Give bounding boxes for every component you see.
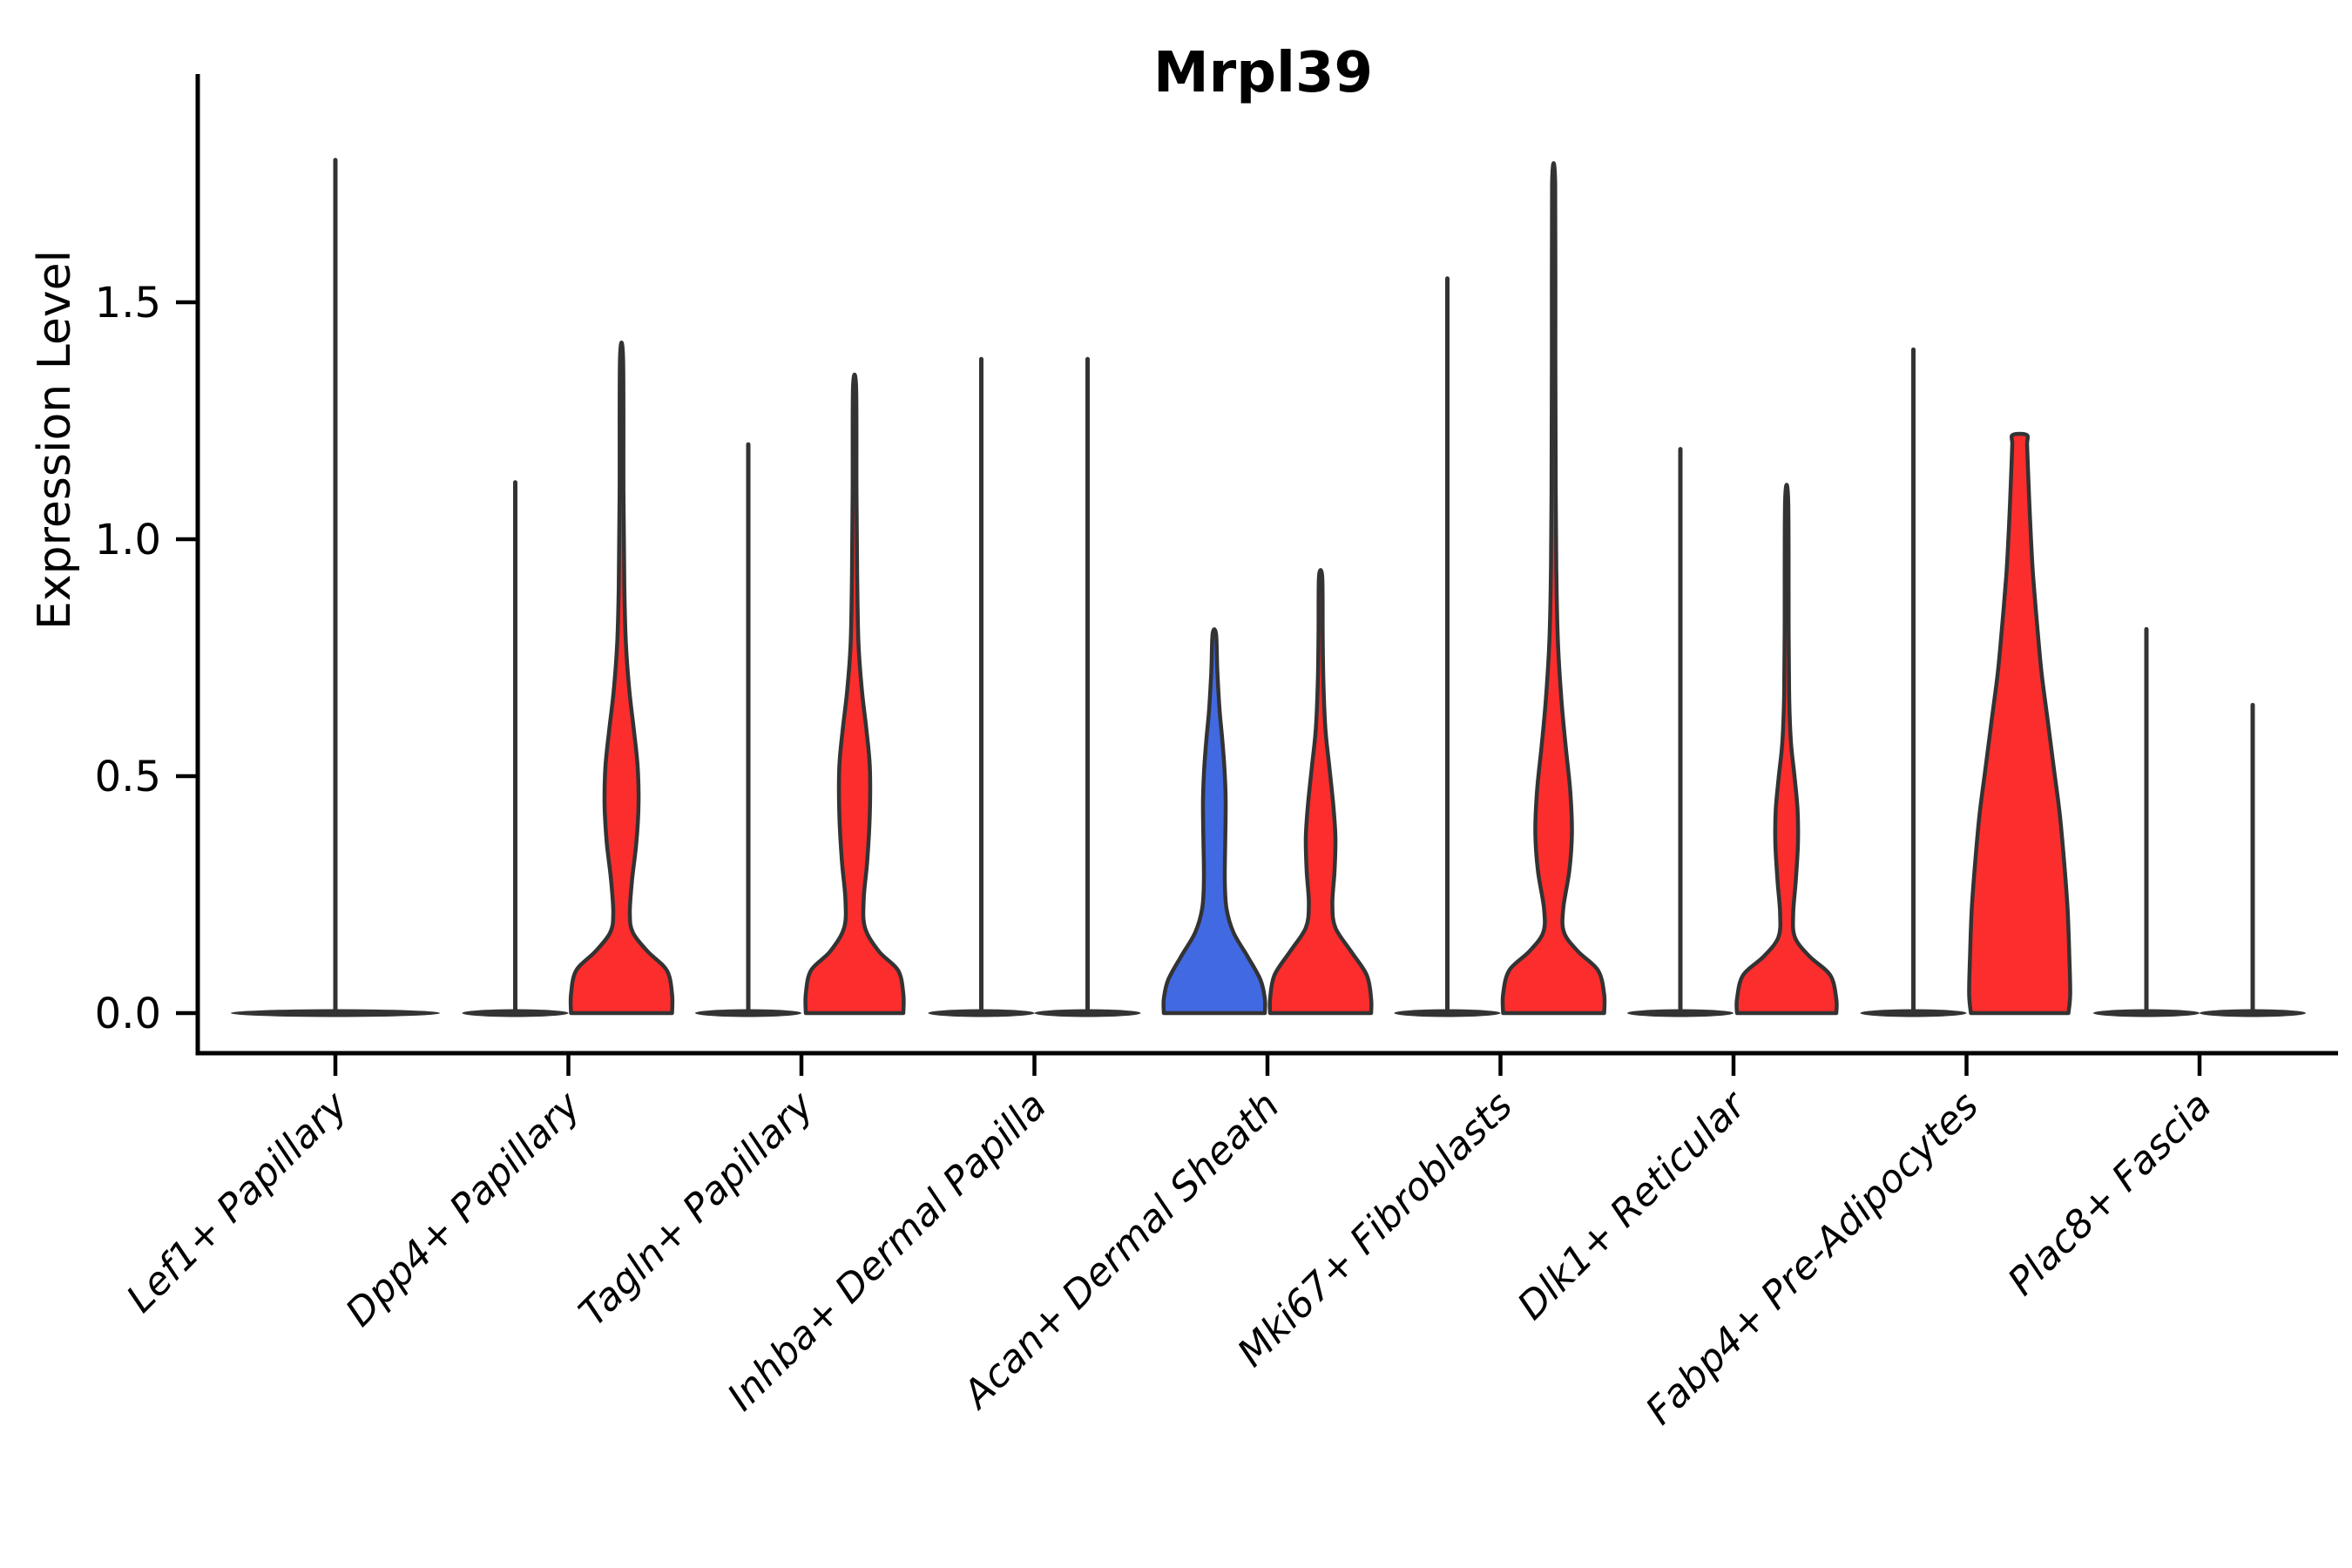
y-tick-label: 1.5 — [95, 279, 161, 328]
axes — [176, 74, 2338, 1076]
x-tick-label: Lef1+ Papillary — [118, 1083, 357, 1321]
x-tick-label: Dpp4+ Papillary — [337, 1083, 590, 1335]
x-tick-label: Plac8+ Fascia — [1999, 1084, 2220, 1304]
violin-5-right — [1500, 161, 1607, 1016]
violin-2-right — [803, 372, 906, 1016]
violins — [231, 158, 2306, 1017]
y-tick-label: 1.0 — [95, 516, 161, 564]
plot-title: Mrpl39 — [1153, 41, 1373, 105]
violin-7-right — [1967, 431, 2072, 1016]
violin-6-right — [1734, 483, 1839, 1016]
x-tick-label: Tagln+ Papillary — [571, 1083, 822, 1335]
y-axis-label: Expression Level — [29, 250, 81, 630]
x-tick-label: Dlk1+ Reticular — [1509, 1082, 1755, 1328]
y-tick-label: 0.0 — [95, 990, 161, 1038]
violin-4-left — [1161, 627, 1267, 1016]
violin-4-right — [1267, 568, 1374, 1016]
violin-1-right — [568, 341, 675, 1016]
y-tick-label: 0.5 — [95, 753, 161, 801]
